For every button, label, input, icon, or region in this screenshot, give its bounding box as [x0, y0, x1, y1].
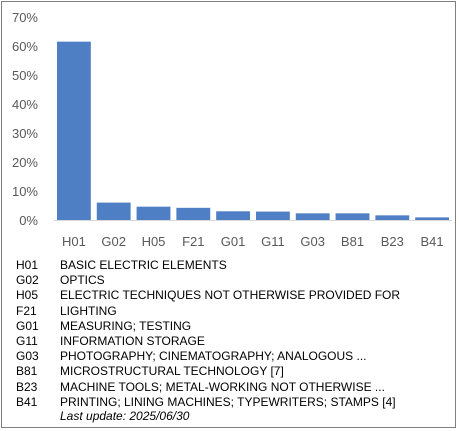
bar-f21	[176, 207, 211, 220]
last-update-text: Last update: 2025/06/30	[60, 409, 190, 423]
bar-g02	[96, 202, 131, 220]
x-tick-label: F21	[182, 234, 204, 249]
x-tick-label: B81	[341, 234, 364, 249]
bar-b81	[335, 213, 370, 220]
y-tick-label: 10%	[12, 184, 38, 199]
legend-code: G11	[16, 334, 38, 349]
legend-code: G01	[16, 318, 39, 333]
legend-code: H01	[16, 258, 39, 272]
y-tick-label: 60%	[12, 39, 38, 54]
legend-description: INFORMATION STORAGE	[60, 334, 205, 349]
x-tick-label: G11	[261, 234, 285, 249]
y-tick-label: 0%	[19, 213, 38, 228]
x-tick-label: H05	[142, 234, 166, 249]
legend-row: G01 MEASURING; TESTING	[14, 319, 444, 334]
legend-description: MACHINE TOOLS; METAL-WORKING NOT OTHERWI…	[60, 379, 385, 394]
legend-code: B81	[16, 364, 38, 379]
x-tick-label: G03	[300, 234, 325, 249]
legend-row: F21 LIGHTING	[14, 304, 444, 319]
legend-description: MICROSTRUCTURAL TECHNOLOGY [7]	[60, 364, 284, 379]
bars	[56, 41, 450, 221]
bar-b23	[375, 215, 410, 220]
bar-g01	[216, 211, 251, 220]
legend-code: G02	[16, 273, 39, 288]
legend-description: BASIC ELECTRIC ELEMENTS	[60, 258, 227, 272]
legend-row: H01 BASIC ELECTRIC ELEMENTS	[14, 258, 444, 273]
x-tick-label: B23	[381, 234, 404, 249]
legend-code: B41	[16, 394, 38, 409]
legend-row: B81 MICROSTRUCTURAL TECHNOLOGY [7]	[14, 364, 444, 379]
legend-description: OPTICS	[60, 273, 105, 288]
legend-code: F21	[16, 303, 37, 318]
x-tick-label: G02	[101, 234, 126, 249]
bar-g03	[295, 213, 330, 220]
x-axis-ticks: H01 G02 H05 F21 G01 G11 G03 B81 B23 B41	[62, 234, 444, 249]
bar-b41	[415, 217, 450, 220]
legend-description: MEASURING; TESTING	[60, 318, 192, 333]
legend-row: B23 MACHINE TOOLS; METAL-WORKING NOT OTHE…	[14, 380, 444, 395]
bar-h05	[136, 206, 171, 220]
legend-row: G11 INFORMATION STORAGE	[14, 334, 444, 349]
code-legend: H01 BASIC ELECTRIC ELEMENTS G02 OPTICS H05 EL…	[14, 258, 444, 410]
y-tick-label: 70%	[12, 10, 38, 25]
legend-description: LIGHTING	[60, 303, 117, 318]
y-tick-label: 40%	[12, 97, 38, 112]
legend-row: H05 ELECTRIC TECHNIQUES NOT OTHERWISE PRO…	[14, 288, 444, 303]
x-tick-label: H01	[62, 234, 86, 249]
legend-code: H05	[16, 288, 39, 303]
bar-chart: 0% 10% 20% 30% 40% 50% 60% 70% H01 G02 H05 F21 G01 G…	[12, 10, 452, 249]
y-tick-label: 50%	[12, 68, 38, 83]
legend-row: G02 OPTICS	[14, 273, 444, 288]
legend-row: G03 PHOTOGRAPHY; CINEMATOGRAPHY; ANALOGOU…	[14, 349, 444, 364]
legend-code: B23	[16, 379, 38, 394]
legend-description: PRINTING; LINING MACHINES; TYPEWRITERS; …	[60, 394, 396, 409]
bar-g11	[255, 211, 290, 220]
legend-description: ELECTRIC TECHNIQUES NOT OTHERWISE PROVID…	[60, 288, 401, 303]
legend-code: G03	[16, 349, 39, 364]
bar-h01	[56, 41, 91, 221]
x-tick-label: B41	[421, 234, 444, 249]
y-tick-label: 30%	[12, 126, 38, 141]
x-tick-label: G01	[221, 234, 246, 249]
legend-row: B41 PRINTING; LINING MACHINES; TYPEWRITER…	[14, 395, 444, 410]
y-tick-label: 20%	[12, 155, 38, 170]
legend-description: PHOTOGRAPHY; CINEMATOGRAPHY; ANALOGOUS .…	[60, 349, 367, 364]
y-axis-ticks: 0% 10% 20% 30% 40% 50% 60% 70%	[12, 10, 38, 228]
